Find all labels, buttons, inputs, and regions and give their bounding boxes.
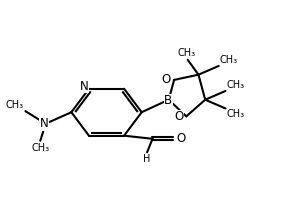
Text: N: N [40,117,49,130]
Text: O: O [174,110,183,123]
Text: H: H [143,154,151,164]
Text: CH₃: CH₃ [177,48,195,58]
Text: CH₃: CH₃ [226,109,245,119]
Text: CH₃: CH₃ [6,100,24,110]
Text: CH₃: CH₃ [226,80,245,90]
Text: O: O [162,73,171,86]
Text: B: B [164,94,172,107]
Text: O: O [176,132,185,145]
Text: CH₃: CH₃ [31,143,49,153]
Text: N: N [80,80,89,93]
Text: CH₃: CH₃ [220,55,238,65]
